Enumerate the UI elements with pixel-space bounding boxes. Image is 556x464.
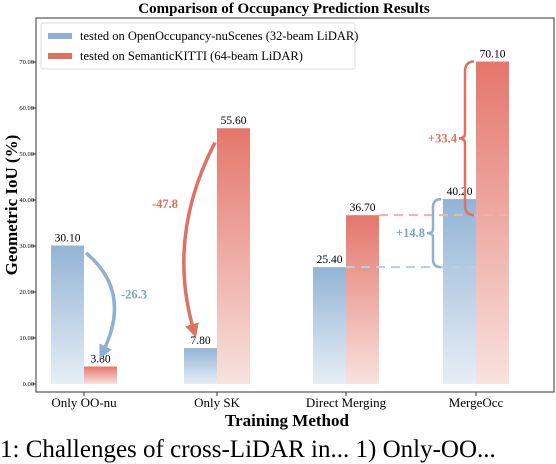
y-axis: 0.00 10.00 20.00 30.00 40.00 50.00 60.00 70.00 [19, 59, 36, 388]
bar [476, 61, 509, 384]
annotation-delta: -26.3 [121, 287, 147, 301]
x-axis: Only OO-nu Only SK Direct Merging MergeOcc [51, 392, 504, 410]
bar-value-label: 30.10 [55, 233, 81, 245]
bar [217, 128, 250, 384]
figure-caption: 1: Challenges of cross-LiDAR in... 1) On… [0, 436, 496, 463]
arrow-decrease-only-sk [182, 141, 217, 338]
x-tick-label: Only OO-nu [51, 395, 117, 410]
bar-value-label: 25.40 [317, 254, 343, 266]
bar-value-label: 40.20 [447, 186, 473, 198]
legend: tested on OpenOccupancy-nuScenes (32-bea… [40, 22, 358, 70]
y-tick-label: 30.00 [19, 243, 34, 250]
x-tick-label: Only SK [194, 395, 240, 410]
bar-value-label: 3.80 [90, 354, 110, 366]
annotations: -26.3 -47.8 +14.8 +33.4 [84, 60, 509, 359]
legend-label-kitti: tested on SemanticKITTI (64-beam LiDAR) [80, 49, 303, 63]
brace-increase-nuscenes [426, 197, 442, 269]
y-tick-label: 20.00 [19, 289, 34, 296]
bar [313, 267, 346, 384]
annotation-delta: -47.8 [152, 197, 178, 211]
bar [346, 215, 379, 384]
bar-value-label: 70.10 [480, 49, 506, 61]
bar-value-label: 55.60 [221, 115, 247, 127]
bar-value-label: 36.70 [350, 202, 376, 214]
y-tick-label: 0.00 [23, 381, 34, 388]
annotation-delta: +14.8 [396, 226, 425, 240]
annotation-delta: +33.4 [428, 131, 458, 145]
bar [84, 366, 117, 384]
chart-title: Comparison of Occupancy Prediction Resul… [138, 1, 430, 17]
legend-box [40, 22, 356, 70]
y-axis-label: Geometric IoU (%) [2, 135, 21, 276]
bar [184, 348, 217, 384]
y-tick-label: 60.00 [19, 105, 34, 112]
bar [443, 199, 476, 384]
y-tick-label: 40.00 [19, 197, 34, 204]
bar-value-label: 7.80 [190, 335, 210, 347]
arrow-decrease-only-oo-nu [84, 251, 117, 359]
y-tick-label: 70.00 [19, 59, 34, 66]
y-tick-label: 50.00 [19, 151, 34, 158]
bars: 30.10 7.80 25.40 40.20 3.80 55.60 36.70 70.10 [51, 49, 509, 384]
bar [51, 245, 84, 384]
x-axis-label: Training Method [225, 411, 349, 430]
plot-frame [35, 17, 555, 393]
brace-increase-kitti [458, 60, 475, 217]
x-tick-label: Direct Merging [306, 395, 387, 410]
chart: Comparison of Occupancy Prediction Resul… [2, 1, 555, 430]
x-tick-label: MergeOcc [449, 395, 504, 410]
legend-label-nuscenes: tested on OpenOccupancy-nuScenes (32-bea… [80, 29, 358, 43]
y-tick-label: 10.00 [19, 335, 34, 342]
